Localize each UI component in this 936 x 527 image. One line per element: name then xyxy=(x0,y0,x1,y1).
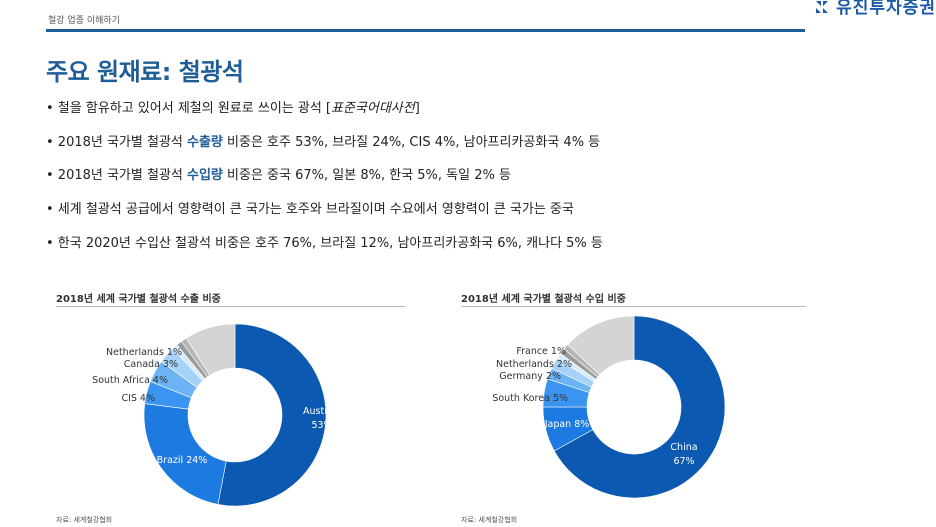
slice-label-china: China xyxy=(670,442,697,453)
slice-label-south-africa: South Africa 4% xyxy=(92,375,168,386)
header-label: 철강 업종 이해하기 xyxy=(48,16,120,26)
bullet-item: • 세계 철광석 공급에서 영향력이 큰 국가는 호주와 브라질이며 수요에서 … xyxy=(46,202,574,218)
brand-logo-text: 유진투자증권 xyxy=(836,0,936,18)
import-chart-source: 자료: 세계철강협회 xyxy=(461,516,518,524)
donut-slice-brazil xyxy=(143,403,227,505)
bullet-item: • 한국 2020년 수입산 철광석 비중은 호주 76%, 브라질 12%, … xyxy=(46,235,603,251)
slice-label-south-korea: South Korea 5% xyxy=(492,393,568,404)
slice-pct-china: 67% xyxy=(673,456,694,467)
bullet-item: • 2018년 국가별 철광석 수입량 비중은 중국 67%, 일본 8%, 한… xyxy=(46,168,511,184)
brand-logo-icon xyxy=(816,1,829,13)
import-chart-rule xyxy=(461,306,806,307)
slice-label-netherlands: Netherlands 2% xyxy=(496,359,572,370)
page-title: 주요 원재료: 철광석 xyxy=(46,58,244,86)
donut-slice-china xyxy=(553,315,726,499)
slice-label-australia: Australia xyxy=(303,406,345,417)
export-chart-rule xyxy=(56,306,405,307)
slice-label-netherlands: Netherlands 1% xyxy=(106,347,182,358)
donut-slice-other xyxy=(185,323,236,376)
donut-slice-other xyxy=(567,315,635,376)
slice-label-brazil: Brazil 24% xyxy=(157,455,208,466)
import-chart-title: 2018년 세계 국가별 철광석 수입 비중 xyxy=(461,294,626,305)
slice-pct-australia: 53% xyxy=(311,420,332,431)
header-rule xyxy=(46,29,805,32)
bullet-item: • 철을 함유하고 있어서 제철의 원료로 쓰이는 광석 [표준국어대사전] xyxy=(46,101,420,116)
export-chart-title: 2018년 세계 국가별 철광석 수출 비중 xyxy=(56,294,221,305)
slice-label-germany: Germany 2% xyxy=(499,371,561,382)
bullet-item: • 2018년 국가별 철광석 수출량 비중은 호주 53%, 브라질 24%,… xyxy=(46,134,601,150)
brand-logo: 유진투자증권 xyxy=(814,0,936,18)
slice-label-japan: Japan 8% xyxy=(544,419,590,430)
slice-label-cis: CIS 4% xyxy=(121,393,155,404)
slice-label-france: France 1% xyxy=(516,346,566,357)
export-chart-source: 자료: 세계철강협회 xyxy=(56,516,113,524)
donut-slice-australia xyxy=(217,323,327,507)
bullet-list: • 철을 함유하고 있어서 제철의 원료로 쓰이는 광석 [표준국어대사전] •… xyxy=(46,99,886,267)
slice-label-canada: Canada 3% xyxy=(124,359,178,370)
